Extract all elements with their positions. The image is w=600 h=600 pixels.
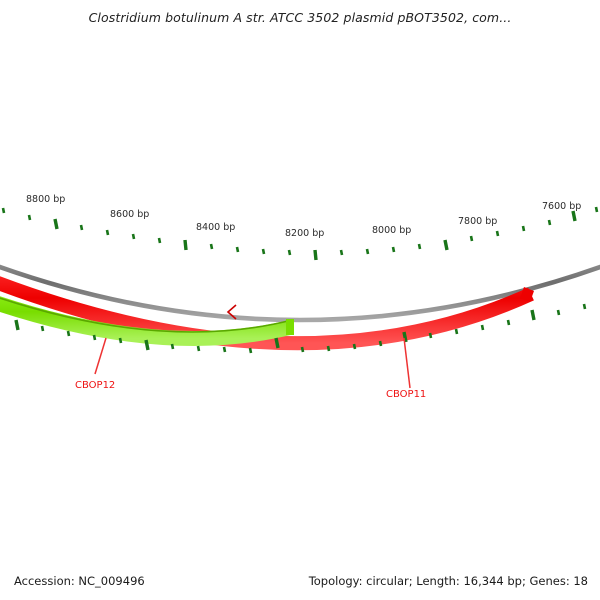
callout-leader-cbop12	[94, 337, 107, 375]
scale-label-8600: 8600 bp	[110, 209, 150, 220]
feature-label-cbop12[interactable]: CBOP12	[75, 380, 116, 391]
accession-text: Accession: NC_009496	[14, 574, 145, 588]
scale-ticks-outer	[1, 206, 599, 261]
scale-label-7800: 7800 bp	[458, 216, 498, 227]
footer-bar: Accession: NC_009496 Topology: circular;…	[0, 560, 600, 600]
callout-leader-cbop11	[403, 337, 411, 389]
cds-arc-green-edge	[0, 297, 293, 333]
scale-label-7600: 7600 bp	[542, 201, 582, 212]
scale-label-8800: 8800 bp	[26, 194, 66, 205]
feature-label-cbop11[interactable]: CBOP11	[386, 389, 427, 400]
cds-arc-red-chevron	[226, 304, 237, 320]
scale-label-8400: 8400 bp	[196, 222, 236, 233]
cds-arc-green[interactable]	[0, 290, 294, 346]
topology-summary-text: Topology: circular; Length: 16,344 bp; G…	[308, 574, 588, 588]
cds-arc-green-terminus	[286, 319, 294, 335]
scale-label-8200: 8200 bp	[285, 228, 325, 239]
scale-ticks-inner	[14, 303, 587, 354]
backbone-circle	[0, 264, 600, 323]
circular-map-canvas: 8800 bp 8600 bp 8400 bp 8200 bp 8000 bp …	[0, 194, 600, 400]
scale-label-8000: 8000 bp	[372, 225, 412, 236]
page-title: Clostridium botulinum A str. ATCC 3502 p…	[88, 10, 512, 25]
cds-arc-red-terminus	[520, 287, 534, 302]
cds-arc-red[interactable]	[0, 268, 534, 351]
map-svg	[0, 206, 600, 389]
